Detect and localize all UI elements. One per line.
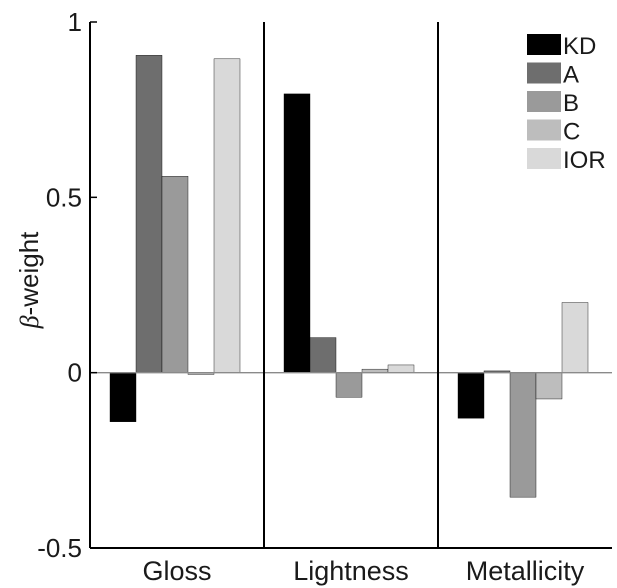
legend-label-a: A (563, 62, 579, 89)
y-axis-label-symbol: β (15, 315, 44, 329)
bar-ior-metallicity (561, 302, 589, 373)
legend-swatch-b (527, 91, 561, 112)
legend-swatch-a (527, 62, 561, 84)
legend-swatch-ior (527, 148, 561, 169)
bar-b-gloss (161, 176, 189, 373)
legend-label-c: C (563, 119, 580, 146)
bar-ior-lightness (387, 364, 415, 373)
y-tick-label: 0.5 (46, 182, 82, 212)
x-category-label-gloss: Gloss (142, 556, 211, 586)
x-category-label-metallicity: Metallicity (466, 556, 585, 586)
bar-b-lightness (335, 372, 363, 398)
y-tick-label: -0.5 (37, 533, 82, 563)
legend-label-kd: KD (563, 33, 596, 60)
bar-a-lightness (309, 337, 337, 373)
bar-kd-lightness (283, 93, 311, 373)
legend-label-b: B (563, 90, 579, 117)
x-category-label-lightness: Lightness (293, 556, 409, 586)
y-tick-label: 1 (68, 7, 82, 37)
legend-swatch-kd (527, 34, 561, 55)
y-tick-label: 0 (68, 358, 82, 388)
legend-swatch-c (527, 119, 561, 141)
bar-c-metallicity (535, 372, 563, 400)
bar-kd-metallicity (457, 372, 485, 419)
bar-kd-gloss (109, 372, 137, 422)
plot-frame (89, 22, 612, 549)
y-axis: -0.5 0 0.5 1 (37, 7, 97, 563)
bar-ior-gloss (213, 58, 241, 373)
y-axis-label: β-weight (14, 231, 44, 330)
bar-a-gloss (135, 55, 163, 373)
bars-layer (109, 55, 589, 498)
y-axis-label-text: -weight (14, 231, 44, 316)
bar-b-metallicity (509, 372, 537, 498)
legend-label-ior: IOR (563, 147, 606, 174)
x-axis: Gloss Lightness Metallicity (142, 556, 584, 586)
